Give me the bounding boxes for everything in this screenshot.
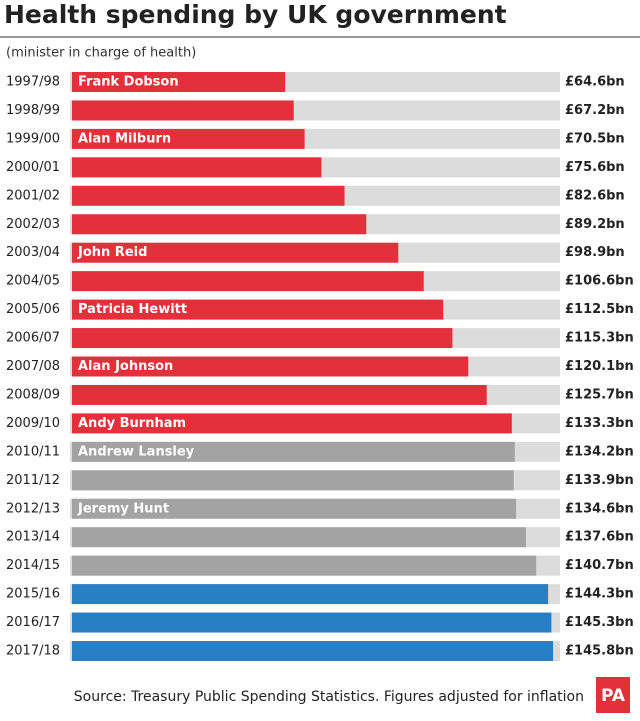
bar (72, 356, 469, 377)
value-label: £70.5bn (565, 131, 625, 146)
bar (72, 100, 294, 121)
y-tick-label: 2015/16 (6, 587, 60, 602)
bar (72, 555, 537, 576)
y-tick-label: 1997/98 (6, 75, 60, 90)
bar (72, 641, 554, 661)
minister-label: Andrew Lansley (78, 444, 195, 459)
y-tick-label: 2007/08 (6, 359, 60, 374)
bar (72, 584, 549, 605)
y-tick-label: 2003/04 (6, 245, 60, 260)
bar (72, 328, 453, 349)
value-label: £145.3bn (565, 615, 634, 630)
value-label: £115.3bn (565, 331, 634, 346)
y-tick-label: 2016/17 (6, 615, 60, 630)
value-label: £134.6bn (565, 501, 634, 516)
y-tick-label: 2004/05 (6, 274, 60, 289)
value-label: £64.6bn (565, 75, 625, 90)
y-tick-label: 2012/13 (6, 501, 60, 516)
value-label: £106.6bn (565, 274, 634, 289)
minister-label: John Reid (77, 245, 147, 260)
y-tick-label: 2002/03 (6, 217, 60, 232)
y-tick-label: 2009/10 (6, 416, 60, 431)
bar (72, 271, 424, 292)
value-label: £140.7bn (565, 558, 634, 573)
bar (72, 157, 322, 178)
y-tick-label: 2008/09 (6, 387, 60, 402)
value-label: £89.2bn (565, 217, 625, 232)
y-tick-label: 1999/00 (6, 131, 60, 146)
y-tick-label: 2005/06 (6, 302, 60, 317)
bar (72, 242, 399, 263)
bar (72, 413, 512, 434)
value-label: £137.6bn (565, 530, 634, 545)
value-label: £82.6bn (565, 188, 625, 203)
bar (72, 214, 367, 235)
minister-label: Alan Johnson (78, 359, 173, 374)
minister-label: Frank Dobson (78, 75, 179, 90)
bar (72, 72, 286, 92)
value-label: £120.1bn (565, 359, 634, 374)
source: Source: Treasury Public Spending Statist… (74, 689, 584, 705)
y-tick-label: 1998/99 (6, 103, 60, 118)
bar (72, 612, 552, 633)
bar (72, 384, 487, 405)
value-label: £145.8bn (565, 644, 634, 659)
value-label: £134.2bn (565, 444, 634, 459)
value-label: £67.2bn (565, 103, 625, 118)
y-tick-label: 2011/12 (6, 473, 60, 488)
y-tick-label: 2006/07 (6, 331, 60, 346)
bar (72, 299, 444, 320)
value-label: £133.9bn (565, 473, 634, 488)
y-tick-label: 2013/14 (6, 530, 60, 545)
value-label: £75.6bn (565, 160, 625, 175)
bar (72, 128, 305, 149)
value-label: £125.7bn (565, 387, 634, 402)
minister-label: Alan Milburn (78, 131, 171, 146)
minister-label: Jeremy Hunt (77, 501, 169, 516)
y-tick-label: 2017/18 (6, 644, 60, 659)
logo-box (596, 677, 630, 713)
y-tick-label: 2010/11 (6, 444, 60, 459)
minister-label: Andy Burnham (78, 416, 186, 431)
logo: PA (601, 686, 626, 706)
bar (72, 527, 526, 548)
bar (72, 498, 517, 519)
value-label: £144.3bn (565, 587, 634, 602)
value-label: £98.9bn (565, 245, 625, 260)
bar (72, 441, 515, 462)
value-label: £112.5bn (565, 302, 634, 317)
subtitle: (minister in charge of health) (6, 46, 196, 61)
bar (72, 185, 345, 206)
value-label: £133.3bn (565, 416, 634, 431)
y-tick-label: 2014/15 (6, 558, 60, 573)
chart-title: Health spending by UK government (4, 0, 507, 29)
y-tick-label: 2001/02 (6, 188, 60, 203)
minister-label: Patricia Hewitt (78, 302, 187, 317)
bar (72, 470, 514, 491)
y-tick-label: 2000/01 (6, 160, 60, 175)
